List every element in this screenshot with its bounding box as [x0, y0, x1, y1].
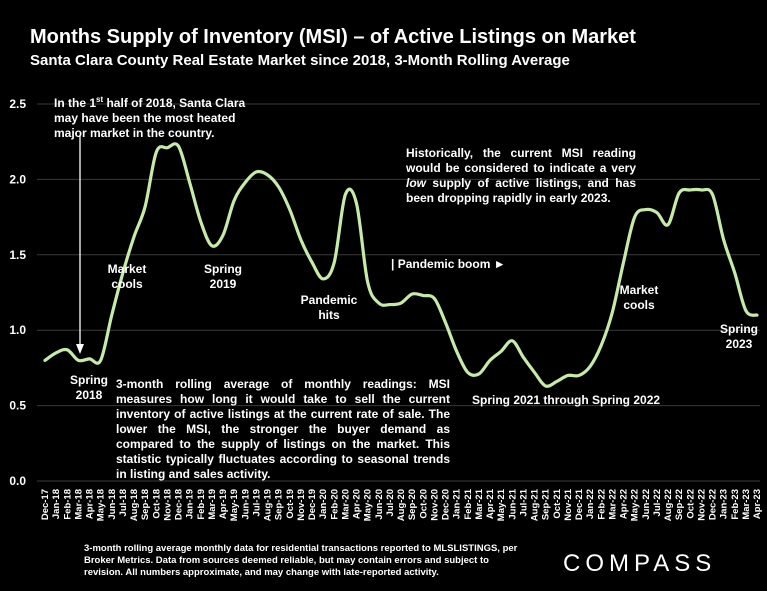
- x-tick-label: Apr-23: [752, 489, 763, 519]
- annotation-historically: Historically, the current MSI reading wo…: [406, 146, 636, 205]
- x-tick-label: Mar-23: [741, 489, 752, 520]
- x-tick-label: Dec-20: [441, 489, 452, 520]
- x-tick-label: Oct-22: [685, 489, 696, 519]
- x-tick-label: Oct-19: [285, 489, 296, 519]
- x-tick-label: Dec-22: [708, 489, 719, 520]
- x-tick-label: Sep-18: [140, 489, 151, 520]
- x-tick-label: Jul-19: [251, 489, 262, 516]
- x-tick-label: Oct-20: [418, 489, 429, 519]
- x-tick-label: Sep-20: [407, 489, 418, 520]
- x-tick-label: Aug-21: [530, 488, 541, 521]
- annotation-pandemic-hits: Pandemic hits: [300, 293, 358, 322]
- x-tick-label: Feb-20: [329, 489, 340, 520]
- x-tick-label: Jul-22: [652, 489, 663, 516]
- annotation-spring-2021-2022: Spring 2021 through Spring 2022: [472, 393, 661, 407]
- x-tick-label: Jan-22: [585, 489, 596, 519]
- x-tick-label: Sep-21: [541, 488, 552, 520]
- x-tick-label: Jan-20: [318, 489, 329, 519]
- chart-title: Months Supply of Inventory (MSI) – of Ac…: [30, 26, 636, 48]
- annotation-heated-market: In the 1st half of 2018, Santa Clara may…: [54, 95, 246, 140]
- x-tick-label: Feb-22: [596, 489, 607, 520]
- x-tick-label: Mar-20: [340, 489, 351, 520]
- x-tick-label: Apr-18: [85, 489, 96, 519]
- y-tick-label: 2.5: [9, 97, 26, 111]
- compass-logo: COMPASS: [563, 550, 717, 577]
- x-tick-label: Aug-18: [129, 489, 140, 521]
- y-tick-label: 1.0: [9, 323, 26, 337]
- x-tick-label: Jun-20: [374, 489, 385, 520]
- x-tick-label: Nov-22: [696, 489, 707, 521]
- y-tick-label: 2.0: [9, 172, 26, 186]
- x-tick-label: May-20: [363, 489, 374, 521]
- x-tick-label: Jul-18: [118, 489, 129, 516]
- x-tick-label: Feb-23: [730, 489, 741, 520]
- annotation-spring-2023: Spring 2023: [720, 322, 758, 351]
- annotation-pandemic-boom: | Pandemic boom ►: [391, 257, 506, 271]
- x-tick-label: Jan-21: [452, 488, 463, 519]
- x-tick-label: Jun-22: [641, 489, 652, 520]
- x-tick-label: Dec-17: [40, 489, 51, 520]
- x-tick-label: Dec-21: [574, 488, 585, 520]
- x-tick-label: Mar-21: [474, 488, 485, 519]
- x-tick-label: Nov-18: [162, 489, 173, 521]
- x-tick-label: Oct-18: [151, 489, 162, 519]
- x-tick-label: Apr-22: [619, 489, 630, 519]
- y-tick-label: 1.5: [9, 248, 26, 262]
- annotation-spring-2018: Spring 2018: [70, 373, 108, 402]
- annotation-explanation: 3-month rolling average of monthly readi…: [116, 377, 450, 481]
- x-tick-label: Feb-21: [463, 488, 474, 519]
- x-tick-label: May-19: [229, 489, 240, 521]
- x-tick-label: Jul-20: [385, 489, 396, 516]
- annotation-market-cools-2018: Market cools: [107, 262, 147, 291]
- x-tick-label: Apr-21: [485, 488, 496, 519]
- y-tick-label: 0.0: [9, 474, 26, 488]
- chart-subtitle: Santa Clara County Real Estate Market si…: [30, 52, 570, 69]
- x-tick-label: May-21: [496, 488, 507, 521]
- x-tick-label: Aug-19: [263, 489, 274, 521]
- x-tick-label: Sep-22: [674, 489, 685, 520]
- x-tick-label: Dec-19: [307, 489, 318, 520]
- arrow-head: [76, 344, 84, 354]
- x-tick-label: Mar-19: [207, 489, 218, 520]
- x-tick-label: Sep-19: [274, 489, 285, 520]
- x-tick-label: Aug-22: [663, 489, 674, 521]
- x-tick-label: Dec-18: [174, 489, 185, 520]
- x-tick-label: Mar-22: [607, 489, 618, 520]
- x-tick-label: Jun-18: [107, 489, 118, 520]
- x-tick-label: Apr-19: [218, 489, 229, 519]
- x-tick-label: Nov-21: [563, 488, 574, 520]
- x-tick-label: Feb-19: [196, 489, 207, 520]
- x-tick-label: Jun-21: [507, 488, 518, 519]
- x-tick-label: Mar-18: [73, 489, 84, 520]
- x-tick-label: Nov-19: [296, 489, 307, 521]
- x-tick-label: Nov-20: [429, 489, 440, 521]
- x-tick-label: Jan-18: [51, 489, 62, 519]
- x-tick-label: Feb-18: [62, 489, 73, 520]
- x-tick-label: May-18: [96, 489, 107, 521]
- x-tick-label: Oct-21: [552, 488, 563, 518]
- footer-note: 3-month rolling average monthly data for…: [84, 543, 518, 578]
- annotation-market-cools-2022: Market cools: [619, 283, 659, 312]
- x-tick-label: Aug-20: [396, 489, 407, 521]
- annotation-spring-2019: Spring 2019: [204, 262, 242, 291]
- x-tick-label: Jan-23: [719, 489, 730, 519]
- x-tick-label: Jul-21: [518, 488, 529, 516]
- x-tick-label: Jan-19: [185, 489, 196, 519]
- x-tick-label: Apr-20: [352, 489, 363, 519]
- x-tick-label: Jun-19: [240, 489, 251, 520]
- x-tick-label: May-22: [630, 489, 641, 521]
- msi-series-line: [43, 142, 759, 388]
- y-tick-label: 0.5: [9, 399, 26, 413]
